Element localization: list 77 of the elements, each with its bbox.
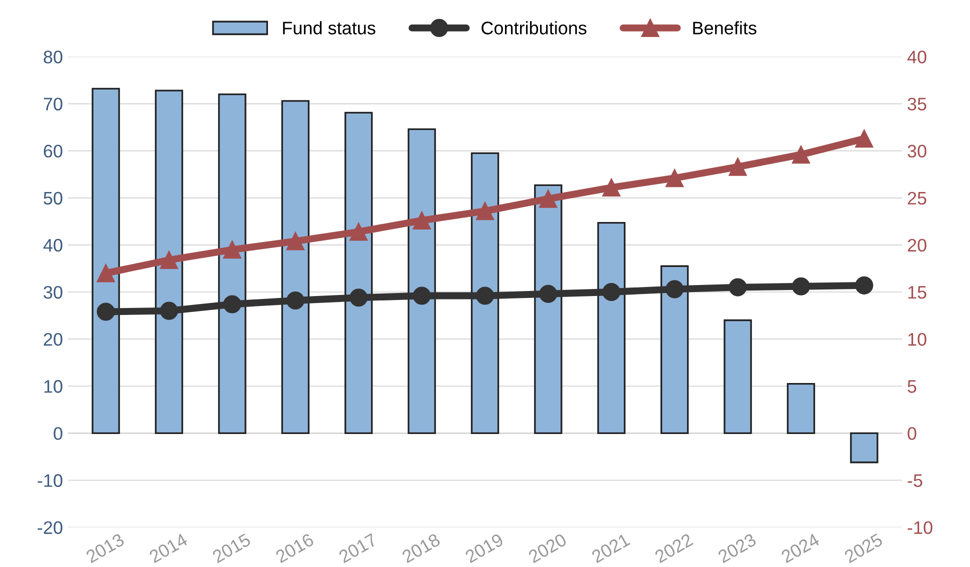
bar	[597, 222, 626, 434]
y2-tick-label: 25	[908, 192, 926, 205]
y-tick-label: -10	[38, 474, 62, 487]
bar	[281, 100, 310, 434]
y2-tick-label: 5	[908, 380, 916, 393]
bar	[218, 94, 246, 434]
y2-tick-label: -5	[908, 474, 922, 487]
point	[666, 280, 684, 298]
point	[476, 202, 494, 220]
x-tick-label: 2023	[717, 532, 757, 564]
x-tick-label: 2024	[780, 532, 820, 564]
x-tick-label: 2015	[212, 532, 252, 564]
y2-tick-label: 35	[908, 98, 926, 110]
bar	[724, 319, 752, 434]
point	[286, 232, 304, 250]
bar	[408, 128, 436, 434]
legend-label: Contributions	[482, 21, 586, 34]
bar	[534, 184, 562, 434]
y2-tick-label: 15	[908, 286, 926, 299]
point	[476, 286, 494, 305]
bar	[850, 432, 878, 464]
point	[412, 286, 431, 305]
bar	[786, 382, 816, 434]
x-tick-label: 2019	[464, 533, 504, 564]
x-tick-label: 2014	[148, 532, 188, 564]
bar	[470, 152, 500, 434]
y2-tick-label: 0	[908, 427, 916, 440]
y-tick-label: 10	[44, 380, 62, 393]
point	[855, 276, 874, 294]
x-tick-label: 2020	[528, 532, 568, 564]
legend-label: Benefits	[693, 21, 756, 34]
y-tick-label: 0	[54, 427, 62, 440]
x-tick-label: 2018	[401, 532, 441, 564]
legend-label: Fund status	[283, 21, 376, 34]
point	[412, 211, 431, 230]
x-tick-label: 2021	[590, 533, 630, 564]
point	[728, 278, 747, 296]
point	[286, 291, 304, 310]
bar	[660, 265, 689, 434]
y-tick-label: 20	[44, 333, 62, 346]
y-tick-label: 80	[44, 50, 62, 64]
point	[728, 158, 747, 176]
y-tick-label: 40	[43, 238, 62, 252]
y-tick-label: 60	[44, 144, 62, 158]
y2-tick-label: 40	[907, 50, 926, 64]
bar	[344, 112, 373, 434]
point	[223, 295, 242, 314]
x-tick-label: 2017	[338, 533, 378, 564]
bar	[92, 88, 120, 434]
point	[666, 169, 684, 188]
x-tick-label: 2025	[844, 532, 884, 564]
x-tick-label: 2013	[85, 532, 125, 564]
y2-tick-label: -10	[908, 521, 932, 534]
point	[539, 284, 558, 303]
point	[350, 222, 368, 241]
y-tick-label: 50	[44, 192, 62, 205]
point	[160, 250, 178, 270]
point	[96, 302, 115, 321]
point	[350, 288, 368, 307]
y2-tick-label: 10	[908, 333, 926, 346]
y2-tick-label: 20	[908, 238, 926, 252]
point	[602, 178, 620, 197]
point	[96, 264, 115, 282]
point	[855, 130, 874, 148]
bar	[154, 90, 184, 434]
point	[539, 190, 558, 208]
y-tick-label: 30	[44, 286, 62, 299]
point	[602, 282, 620, 302]
point	[792, 277, 810, 296]
y2-tick-label: 30	[908, 144, 926, 158]
point	[792, 146, 810, 164]
point	[160, 302, 178, 320]
y-tick-label: -20	[38, 521, 62, 534]
x-tick-label: 2016	[274, 532, 315, 564]
point	[223, 240, 242, 259]
x-tick-label: 2022	[654, 533, 694, 564]
y-tick-label: 70	[44, 98, 62, 110]
